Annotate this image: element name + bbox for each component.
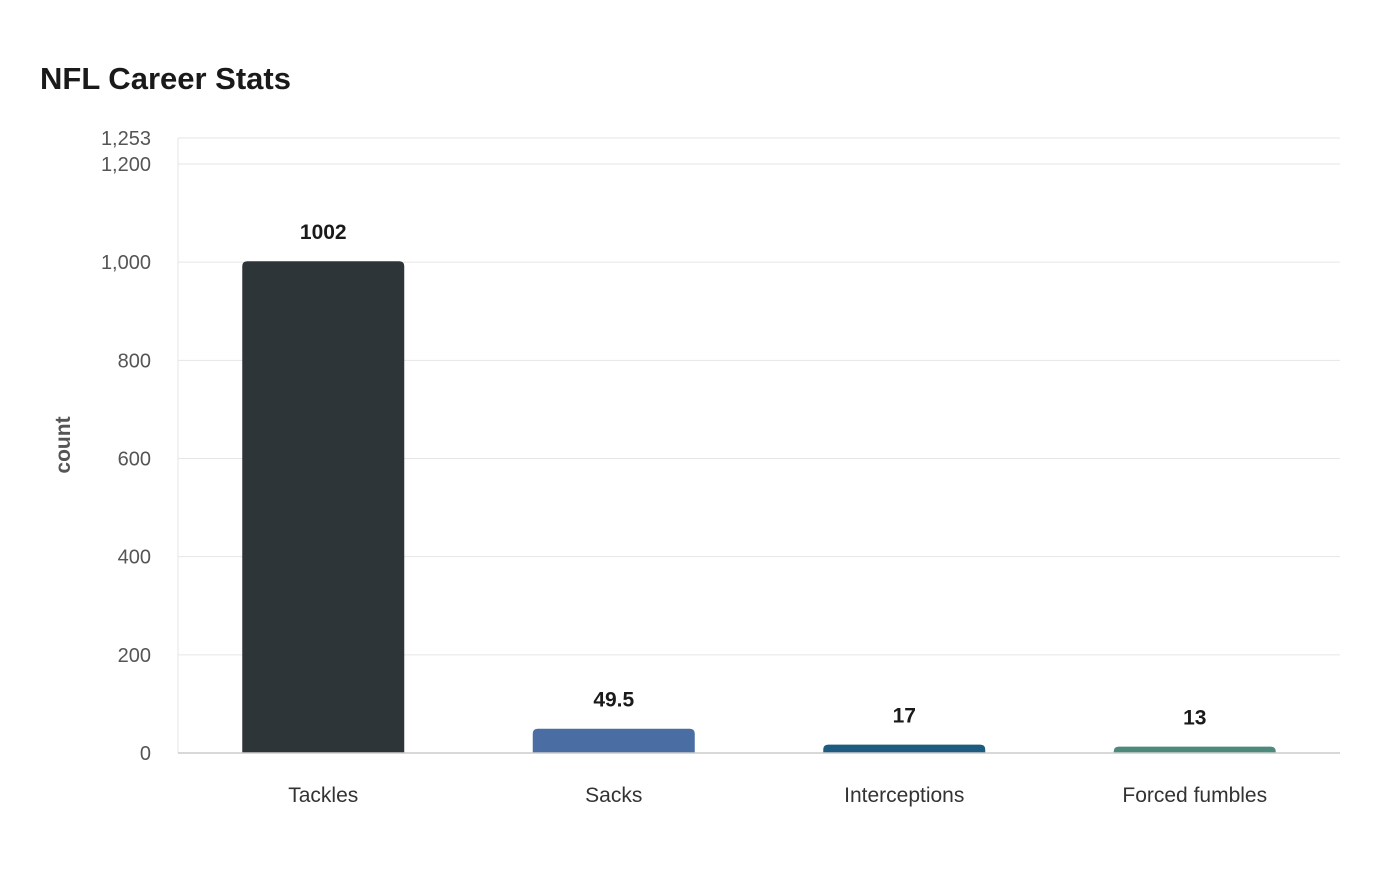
x-tick-label: Tackles (288, 784, 358, 807)
bar-interceptions[interactable] (823, 744, 986, 753)
y-tick-label: 800 (118, 350, 151, 372)
y-axis-label: count (52, 416, 75, 473)
y-tick-label: 400 (118, 547, 151, 569)
data-label: 49.5 (593, 689, 634, 712)
bars (242, 261, 1276, 753)
bar-forced-fumbles[interactable] (1113, 746, 1276, 753)
y-tick-label: 0 (140, 743, 151, 765)
data-label: 1002 (300, 221, 347, 244)
x-tick-label: Sacks (585, 784, 642, 807)
y-tick-label: 1,253 (101, 128, 151, 150)
x-axis-ticks: Tackles Sacks Interceptions Forced fumbles (288, 784, 1267, 807)
x-tick-label: Forced fumbles (1122, 784, 1267, 807)
data-labels: 1002 49.5 17 13 (300, 221, 1207, 729)
chart-title: NFL Career Stats (40, 61, 291, 96)
y-axis-ticks: 0 200 400 600 800 1,000 1,200 1,253 (101, 128, 151, 765)
y-tick-label: 1,000 (101, 252, 151, 274)
bar-sacks[interactable] (532, 728, 695, 753)
y-tick-label: 200 (118, 645, 151, 667)
bar-tackles[interactable] (242, 261, 405, 753)
data-label: 17 (893, 705, 916, 728)
y-tick-label: 1,200 (101, 154, 151, 176)
y-tick-label: 600 (118, 449, 151, 471)
data-label: 13 (1183, 707, 1206, 730)
x-tick-label: Interceptions (844, 784, 964, 807)
